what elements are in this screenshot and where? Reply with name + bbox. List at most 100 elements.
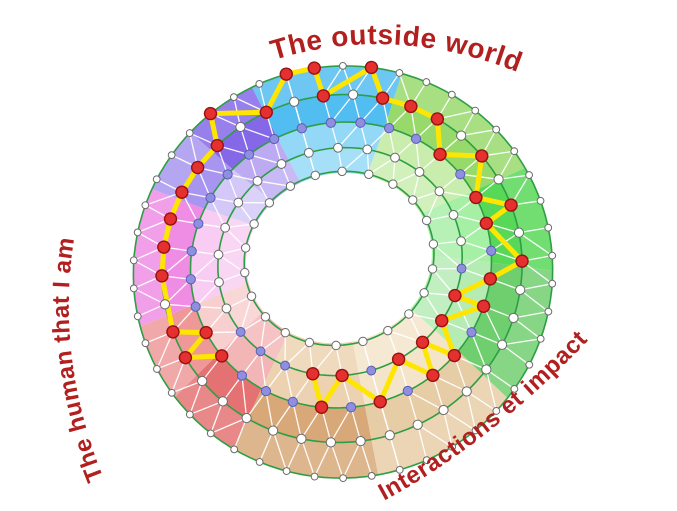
milestone-node[interactable] <box>448 288 463 303</box>
node[interactable] <box>129 256 138 265</box>
node[interactable] <box>466 327 477 338</box>
node[interactable] <box>153 365 161 373</box>
node[interactable] <box>434 186 445 197</box>
node[interactable] <box>255 458 264 466</box>
node[interactable] <box>510 147 519 156</box>
node[interactable] <box>331 340 341 351</box>
node[interactable] <box>447 90 456 99</box>
milestone-node[interactable] <box>259 105 274 120</box>
milestone-node[interactable] <box>468 190 483 205</box>
node[interactable] <box>282 467 291 475</box>
node[interactable] <box>355 117 366 128</box>
milestone-node[interactable] <box>425 368 440 383</box>
node[interactable] <box>525 171 533 179</box>
node[interactable] <box>481 364 492 375</box>
node[interactable] <box>268 133 280 145</box>
node[interactable] <box>384 430 395 441</box>
sector-green-top[interactable] <box>372 48 528 210</box>
node[interactable] <box>185 129 194 137</box>
node[interactable] <box>383 122 395 134</box>
milestone-node[interactable] <box>403 99 418 114</box>
node[interactable] <box>240 243 251 253</box>
milestone-node[interactable] <box>375 91 390 106</box>
node[interactable] <box>486 245 497 256</box>
node[interactable] <box>508 312 519 324</box>
node[interactable] <box>471 426 480 435</box>
node[interactable] <box>241 412 252 424</box>
node[interactable] <box>525 360 534 369</box>
node[interactable] <box>255 346 266 357</box>
milestone-node[interactable] <box>316 88 331 103</box>
milestone-node[interactable] <box>166 324 181 339</box>
milestone-node[interactable] <box>434 313 449 328</box>
node[interactable] <box>390 152 401 163</box>
node[interactable] <box>333 142 344 153</box>
node[interactable] <box>362 144 373 155</box>
node[interactable] <box>193 218 204 229</box>
node[interactable] <box>310 472 319 481</box>
node[interactable] <box>240 267 250 278</box>
node[interactable] <box>455 168 466 180</box>
node[interactable] <box>296 123 307 134</box>
node[interactable] <box>267 425 279 436</box>
node[interactable] <box>404 309 414 319</box>
node[interactable] <box>205 192 216 203</box>
node[interactable] <box>338 61 347 70</box>
node[interactable] <box>280 360 291 371</box>
node[interactable] <box>167 388 176 397</box>
node[interactable] <box>428 239 439 249</box>
node[interactable] <box>544 307 553 316</box>
sector-purple-light[interactable] <box>196 161 278 238</box>
milestone-node[interactable] <box>430 112 445 127</box>
node[interactable] <box>412 419 423 430</box>
node[interactable] <box>260 385 272 397</box>
node[interactable] <box>303 147 314 158</box>
node[interactable] <box>236 370 248 381</box>
node[interactable] <box>197 375 208 387</box>
sector-purple-dark[interactable] <box>227 135 303 210</box>
node[interactable] <box>276 159 287 170</box>
milestone-node[interactable] <box>483 271 498 286</box>
milestone-node[interactable] <box>210 138 225 153</box>
node[interactable] <box>456 263 467 274</box>
node[interactable] <box>325 117 336 128</box>
node[interactable] <box>243 149 255 160</box>
node[interactable] <box>339 474 348 483</box>
milestone-node[interactable] <box>415 335 430 350</box>
milestone-node[interactable] <box>307 61 322 76</box>
node[interactable] <box>287 396 298 407</box>
node[interactable] <box>402 385 413 397</box>
node[interactable] <box>471 106 480 115</box>
node[interactable] <box>395 69 404 77</box>
milestone-node[interactable] <box>373 394 388 409</box>
node[interactable] <box>249 219 259 229</box>
node[interactable] <box>133 312 142 321</box>
node[interactable] <box>185 410 194 419</box>
milestone-node[interactable] <box>476 299 491 314</box>
node[interactable] <box>304 337 315 348</box>
node[interactable] <box>167 151 176 160</box>
node[interactable] <box>366 365 377 376</box>
node[interactable] <box>388 179 398 189</box>
node[interactable] <box>141 339 150 348</box>
node[interactable] <box>264 198 275 208</box>
node[interactable] <box>496 339 508 350</box>
node[interactable] <box>345 402 357 413</box>
node[interactable] <box>233 197 244 208</box>
node[interactable] <box>448 209 459 220</box>
sector-red-dark[interactable] <box>212 306 302 397</box>
node[interactable] <box>296 433 307 444</box>
node[interactable] <box>513 227 525 238</box>
node[interactable] <box>510 384 519 393</box>
milestone-node[interactable] <box>479 216 494 231</box>
node[interactable] <box>448 442 457 451</box>
node[interactable] <box>129 284 138 293</box>
node[interactable] <box>220 222 231 233</box>
node[interactable] <box>325 437 336 448</box>
milestone-node[interactable] <box>156 240 171 255</box>
node[interactable] <box>548 251 557 260</box>
node[interactable] <box>159 299 171 310</box>
node[interactable] <box>221 303 232 314</box>
node[interactable] <box>246 291 257 301</box>
milestone-node[interactable] <box>335 368 350 383</box>
